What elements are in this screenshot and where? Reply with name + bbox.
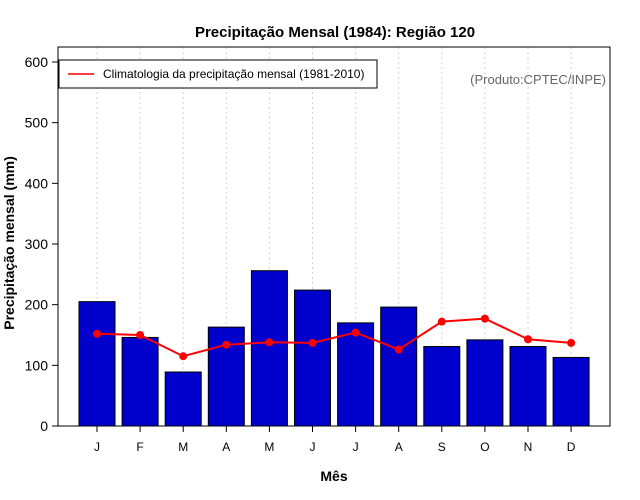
bar-5 [294,289,331,427]
bar-0 [78,301,116,427]
x-tick-label: M [178,440,188,454]
plot-frame [57,46,611,427]
y-tick-label: 600 [25,54,49,70]
x-axis-label: Mês [320,468,347,484]
climatology-point-10 [524,335,532,344]
bar-11 [552,356,590,427]
x-tick-label: N [524,440,533,454]
climatology-line [93,314,576,361]
climatology-point-7 [394,345,403,354]
chart-title: Precipitação Mensal (1984): Região 120 [195,24,475,41]
bar-10 [509,346,547,427]
climatology-point-5 [308,338,317,347]
x-tick-label: A [222,440,230,454]
legend-box [58,59,378,89]
y-tick-label: 500 [25,115,49,131]
x-tick-label: J [310,440,316,454]
x-tick-label: J [353,440,359,454]
climatology-point-4 [265,338,274,347]
y-tick-label: 200 [25,297,49,313]
bar-7 [380,306,418,427]
x-tick-label: O [480,440,489,454]
bar-9 [466,339,504,427]
x-tick-label: D [567,440,576,454]
climatology-point-9 [480,314,489,323]
y-tick-label: 100 [25,357,49,373]
climatology-point-0 [93,329,101,338]
x-tick-label: A [395,440,403,454]
climatology-point-8 [437,317,446,326]
y-tick-label: 0 [40,418,48,434]
x-tick-label: J [94,440,100,454]
x-tick-label: M [264,440,274,454]
x-tick-label: S [438,440,446,454]
climatology-series-line [96,317,572,358]
bar-8 [423,346,461,427]
y-axis: 0 100 200 300 400 500 600 [25,54,58,434]
bar-4 [250,270,288,427]
x-tick-label: F [136,440,143,454]
credit-text: (Produto:CPTEC/INPE) [470,72,606,87]
bar-2 [164,371,202,427]
climatology-point-2 [179,352,188,361]
bars [78,270,590,427]
bar-1 [121,336,159,427]
y-tick-label: 300 [25,236,49,252]
climatology-point-6 [351,328,360,337]
y-tick-label: 400 [25,175,49,191]
y-axis-label: Precipitação mensal (mm) [1,156,17,330]
climatology-point-11 [567,338,576,347]
legend: Climatologia da precipitação mensal (198… [58,59,378,89]
climatology-point-3 [222,340,231,349]
legend-label: Climatologia da precipitação mensal (198… [103,67,364,81]
climatology-point-1 [136,331,145,339]
